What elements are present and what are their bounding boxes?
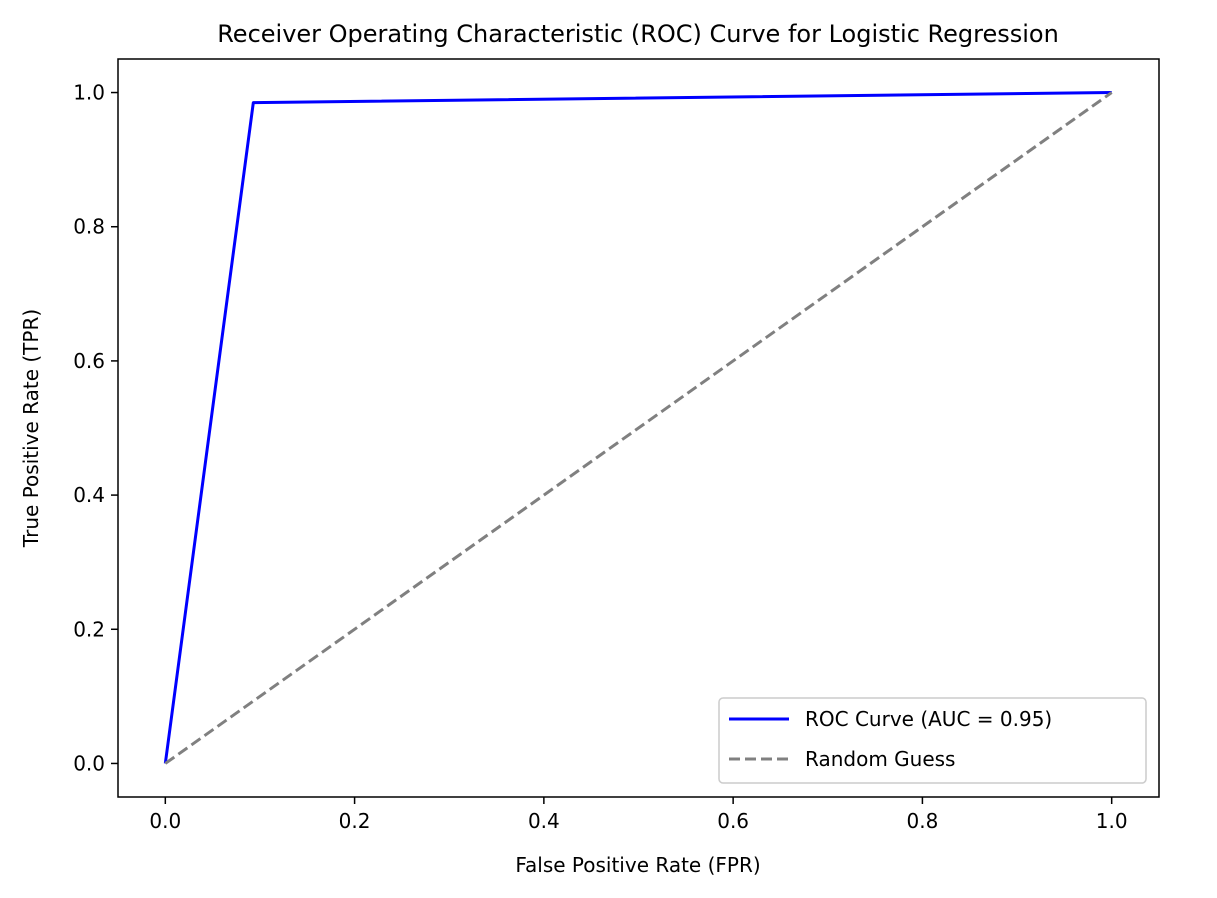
x-tick-label: 1.0 <box>1096 809 1128 833</box>
y-axis-label: True Positive Rate (TPR) <box>19 309 43 548</box>
y-tick-label: 0.4 <box>73 483 105 507</box>
y-axis-ticks: 0.0 0.2 0.4 0.6 0.8 1.0 <box>73 81 118 775</box>
x-tick-label: 0.0 <box>149 809 181 833</box>
x-axis-label: False Positive Rate (FPR) <box>515 853 760 877</box>
chart-title: Receiver Operating Characteristic (ROC) … <box>217 20 1059 48</box>
legend-label-random: Random Guess <box>805 747 955 771</box>
legend-label-roc: ROC Curve (AUC = 0.95) <box>805 707 1052 731</box>
x-tick-label: 0.8 <box>907 809 939 833</box>
plot-lines <box>163 91 1113 765</box>
x-tick-label: 0.2 <box>339 809 371 833</box>
random-guess-line <box>164 91 1113 765</box>
plot-frame <box>117 58 1160 798</box>
y-tick-label: 0.6 <box>73 349 105 373</box>
legend-box <box>718 697 1147 784</box>
x-axis-ticks: 0.0 0.2 0.4 0.6 0.8 1.0 <box>149 797 1128 833</box>
y-tick-label: 0.2 <box>73 617 105 641</box>
y-tick-label: 0.8 <box>73 215 105 239</box>
x-tick-label: 0.4 <box>528 809 560 833</box>
legend: ROC Curve (AUC = 0.95) Random Guess <box>718 697 1147 784</box>
roc-curve-line <box>163 91 1112 764</box>
y-tick-label: 1.0 <box>73 81 105 105</box>
x-tick-label: 0.6 <box>717 809 749 833</box>
y-tick-label: 0.0 <box>73 751 105 775</box>
